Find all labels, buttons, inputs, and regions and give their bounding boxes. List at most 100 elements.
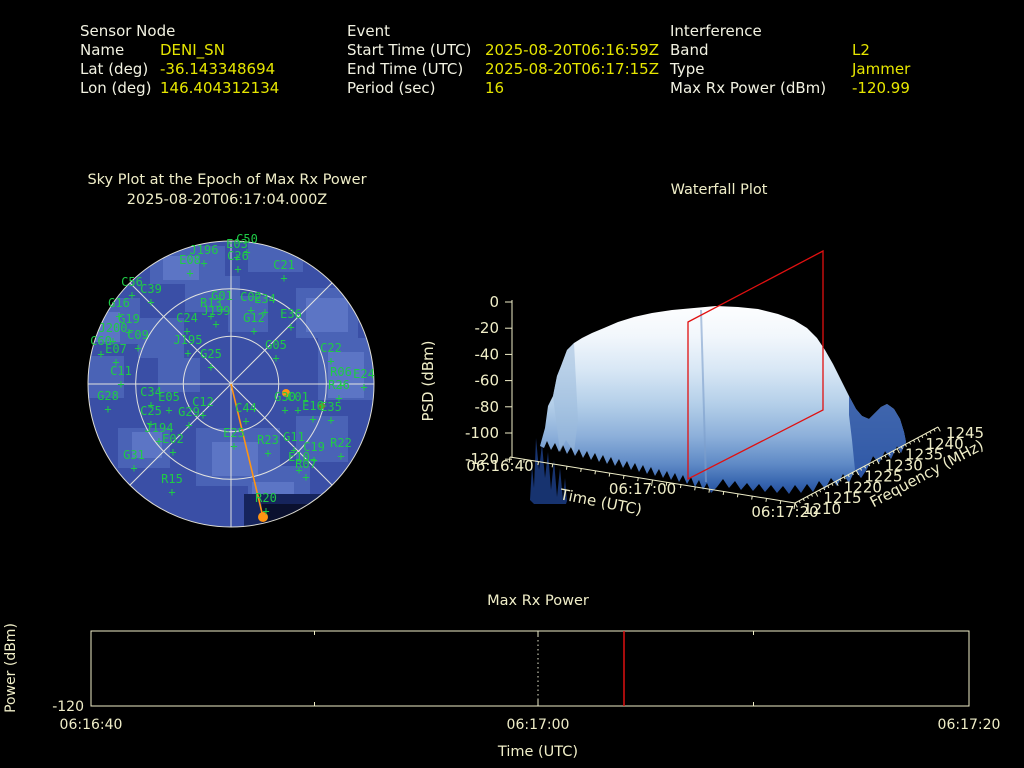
satellite-label: C12 — [192, 395, 214, 409]
freq-tick — [843, 476, 846, 480]
satellite-label: G12 — [243, 311, 265, 325]
satellite-label: E07 — [105, 342, 127, 356]
freq-tick — [896, 448, 900, 454]
psd-tick-label: -20 — [475, 319, 500, 337]
field-value-period: 16 — [485, 79, 505, 97]
time-tick — [751, 496, 753, 500]
power-plot-xlabel: Time (UTC) — [497, 744, 579, 760]
freq-tick — [839, 478, 842, 482]
satellite-marker: + — [302, 470, 309, 484]
event-slice-plane — [687, 249, 824, 481]
time-tick — [651, 479, 653, 487]
satellite-label: R23 — [257, 433, 279, 447]
satellite-label: C21 — [273, 258, 295, 272]
time-tick — [779, 500, 782, 505]
freq-tick — [831, 483, 834, 486]
satellite-label: J195 — [174, 333, 203, 347]
satellite-label: G28 — [97, 389, 119, 403]
satellite-marker: + — [125, 325, 132, 339]
satellite-marker: + — [230, 439, 237, 453]
satellite-marker: + — [165, 403, 172, 417]
time-tick — [608, 473, 611, 477]
satellite-label: R06 — [330, 365, 352, 379]
satellite-label: C24 — [176, 311, 198, 325]
satellite-marker: + — [155, 434, 162, 448]
satellite-label: E10 — [288, 450, 310, 464]
satellite-label: G05 — [265, 338, 287, 352]
satellite-marker: + — [262, 504, 269, 518]
sky-plot-title: Sky Plot at the Epoch of Max Rx Power — [87, 172, 367, 188]
psd-tick-label: -80 — [475, 398, 500, 416]
satellite-marker: + — [234, 262, 241, 276]
satellite-label: C02 — [240, 290, 262, 304]
freq-tick — [876, 459, 880, 465]
power-x-tick-label: 06:17:20 — [938, 717, 1001, 733]
satellite-label: C60 — [90, 334, 112, 348]
freq-tick — [847, 474, 850, 478]
satellite-label: G30 — [274, 390, 296, 404]
satellite-marker: + — [207, 309, 214, 323]
satellite-label: C44 — [235, 401, 257, 415]
time-tick — [508, 456, 511, 464]
freq-tick — [798, 500, 801, 504]
satellite-marker: + — [261, 305, 268, 319]
satellite-marker: + — [97, 347, 104, 361]
satellite-marker: + — [337, 378, 344, 392]
sky-plot-satellites: C50+E03+J196+ C26+E08+C21+C56+ C39+ G01+C02… — [90, 232, 375, 518]
satellite-label: J194 — [145, 421, 174, 435]
time-tick — [637, 477, 639, 482]
satellite-marker: + — [212, 317, 219, 331]
satellite-marker: + — [287, 320, 294, 334]
field-value-lon: 146.404312134 — [160, 79, 280, 97]
freq-tick — [851, 472, 854, 476]
panel-title-sensor-node: Sensor Node — [80, 22, 176, 40]
satellite-label: G25 — [200, 347, 222, 361]
satellite-label: C22 — [320, 341, 342, 355]
freq-tick — [884, 454, 887, 458]
freq-tick — [864, 465, 867, 469]
time-tick — [537, 461, 539, 466]
freq-tick — [913, 439, 916, 443]
freq-tick-label: 1235 — [905, 446, 943, 464]
freq-tick — [880, 457, 883, 460]
time-tick — [694, 486, 696, 491]
satellite-marker: + — [199, 408, 206, 422]
satellite-marker: + — [117, 377, 124, 391]
freq-tick — [859, 468, 862, 471]
satellite-marker: + — [335, 391, 342, 405]
time-tick — [793, 502, 796, 510]
satellite-label: E25 — [223, 426, 245, 440]
freq-tick — [806, 496, 809, 499]
freq-tick-label: 1240 — [925, 435, 963, 453]
freq-tick-label: 1230 — [885, 457, 923, 475]
field-label-lat: Lat (deg) — [80, 60, 149, 78]
freq-tick — [933, 428, 936, 432]
field-value-start-time: 2025-08-20T06:16:59Z — [485, 41, 659, 59]
satellite-marker: + — [250, 324, 257, 338]
satellite-marker: + — [147, 295, 154, 309]
field-label-period: Period (sec) — [347, 79, 436, 97]
satellite-marker: + — [310, 453, 317, 467]
satellite-label: C19 — [303, 440, 325, 454]
freq-tick — [892, 450, 895, 454]
satellite-marker: + — [218, 302, 225, 316]
interference-bearing-line — [230, 383, 264, 518]
satellite-label: E16 — [302, 399, 324, 413]
satellite-label: E35 — [320, 400, 342, 414]
power-plot-title: Max Rx Power — [487, 593, 589, 609]
satellite-marker: + — [186, 266, 193, 280]
satellite-label: G31 — [123, 448, 145, 462]
satellite-label: C39 — [140, 282, 162, 296]
freq-tick — [814, 491, 819, 497]
satellite-marker: + — [185, 418, 192, 432]
time-tick — [736, 493, 739, 498]
psd-tick-label: 0 — [489, 293, 499, 311]
field-value-type: Jammer — [852, 60, 911, 78]
field-value-end-time: 2025-08-20T06:17:15Z — [485, 60, 659, 78]
satellite-label: C01 — [287, 390, 309, 404]
satellite-label: C56 — [121, 275, 143, 289]
satellite-label: E03 — [226, 237, 248, 251]
satellite-label: G11 — [283, 430, 305, 444]
time-tick-label: 06:17:00 — [609, 480, 676, 498]
satellite-marker: + — [109, 334, 116, 348]
